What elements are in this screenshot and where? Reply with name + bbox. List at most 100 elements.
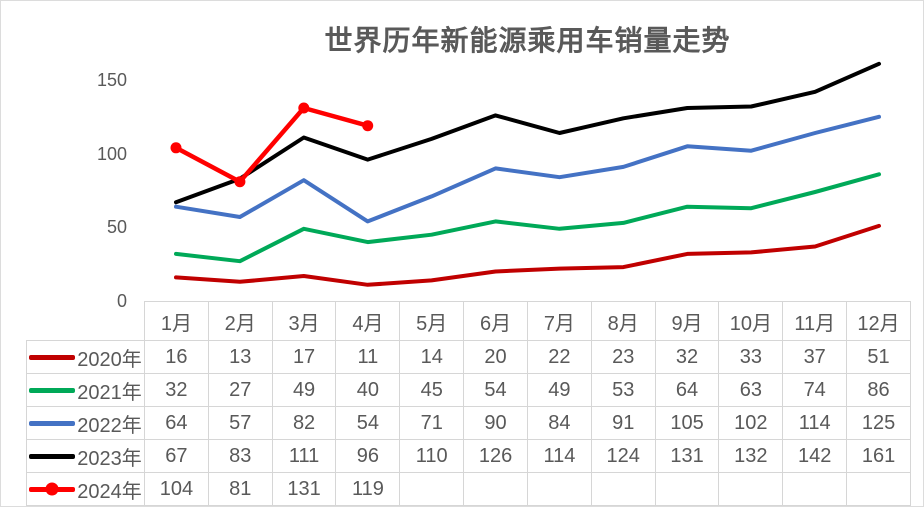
- month-header-cell: 3月: [271, 301, 337, 341]
- month-header-cell: 6月: [463, 301, 528, 341]
- table-value-cell: [782, 472, 848, 506]
- table-value-cell: 111: [271, 439, 337, 473]
- table-value-cell: 96: [335, 439, 401, 473]
- table-value-cell: [846, 472, 911, 506]
- table-value-cell: 53: [590, 373, 656, 407]
- month-header-cell: 1月: [144, 301, 209, 341]
- table-value-cell: [463, 472, 528, 506]
- month-header-cell: 12月: [846, 301, 911, 341]
- table-value-cell: [399, 472, 465, 506]
- table-value-cell: 74: [782, 373, 848, 407]
- table-value-cell: 20: [463, 340, 528, 374]
- month-header-cell: 7月: [526, 301, 592, 341]
- table-value-cell: 32: [654, 340, 720, 374]
- y-axis-tick-label: 100: [96, 143, 127, 164]
- table-value-cell: 161: [846, 439, 911, 473]
- table-value-cell: 114: [526, 439, 592, 473]
- table-value-cell: [654, 472, 720, 506]
- legend-swatch: [29, 354, 76, 360]
- table-row: 2023年 67 83 111 96 110 126 114 124 131 132 142 161: [26, 439, 911, 473]
- table-value-cell: [718, 472, 784, 506]
- y-axis-tick-label: 150: [96, 70, 127, 90]
- table-row: 2021年 32 27 49 40 45 54 49 53 64 63 74 86: [26, 373, 911, 407]
- table-value-cell: 64: [654, 373, 720, 407]
- data-table: 1月 2月 3月 4月 5月 6月 7月 8月 9月 10月 11月 12月 2020年 16 13 17 11…: [26, 301, 911, 506]
- table-value-cell: 124: [590, 439, 656, 473]
- data-point-marker: [298, 102, 310, 114]
- table-value-cell: 131: [271, 472, 337, 506]
- month-header-cell: 2月: [207, 301, 273, 341]
- table-value-cell: 64: [144, 406, 209, 440]
- table-value-cell: 51: [846, 340, 911, 374]
- table-value-cell: 40: [335, 373, 401, 407]
- table-value-cell: 22: [526, 340, 592, 374]
- legend-label: 2022年: [77, 414, 142, 437]
- month-header-cell: 8月: [590, 301, 656, 341]
- month-header-cell: 4月: [335, 301, 401, 341]
- table-value-cell: 63: [718, 373, 784, 407]
- series-line-2021: [174, 172, 881, 264]
- table-value-cell: [526, 472, 592, 506]
- legend-item-2021: 2021年: [26, 373, 145, 407]
- data-point-marker: [362, 120, 374, 132]
- month-header-cell: 11月: [782, 301, 848, 341]
- y-axis-tick-label: 0: [116, 291, 127, 311]
- table-value-cell: 14: [399, 340, 465, 374]
- table-value-cell: 132: [718, 439, 784, 473]
- legend-swatch: [29, 420, 76, 426]
- table-value-cell: 142: [782, 439, 848, 473]
- table-value-cell: 16: [144, 340, 209, 374]
- legend-item-2023: 2023年: [26, 439, 145, 473]
- table-value-cell: 126: [463, 439, 528, 473]
- data-point-marker: [170, 142, 182, 154]
- table-value-cell: 11: [335, 340, 401, 374]
- table-value-cell: 57: [207, 406, 273, 440]
- legend-marker-dot-icon: [45, 482, 59, 496]
- legend-label: 2021年: [77, 381, 142, 404]
- month-header-cell: 10月: [718, 301, 784, 341]
- table-value-cell: 27: [207, 373, 273, 407]
- series-line-2023: [174, 61, 881, 205]
- table-value-cell: 114: [782, 406, 848, 440]
- month-header-cell: 9月: [654, 301, 720, 341]
- legend-label: 2023年: [77, 447, 142, 470]
- legend-swatch: [29, 387, 76, 393]
- table-row: 2022年 64 57 82 54 71 90 84 91 105 102 114 125: [26, 406, 911, 440]
- table-value-cell: 86: [846, 373, 911, 407]
- table-value-cell: 33: [718, 340, 784, 374]
- table-value-cell: 54: [463, 373, 528, 407]
- legend-swatch: [29, 453, 76, 459]
- table-value-cell: 23: [590, 340, 656, 374]
- series-line-2020: [174, 223, 881, 287]
- table-value-cell: [590, 472, 656, 506]
- table-value-cell: 81: [207, 472, 273, 506]
- legend-item-2020: 2020年: [26, 340, 145, 374]
- series-line-2024: [173, 105, 370, 184]
- table-value-cell: 90: [463, 406, 528, 440]
- table-value-cell: 102: [718, 406, 784, 440]
- table-value-cell: 32: [144, 373, 209, 407]
- month-header-cell: 5月: [399, 301, 465, 341]
- table-value-cell: 49: [526, 373, 592, 407]
- table-value-cell: 17: [271, 340, 337, 374]
- legend-item-2024: 2024年: [26, 472, 145, 506]
- table-value-cell: 84: [526, 406, 592, 440]
- table-value-cell: 125: [846, 406, 911, 440]
- table-value-cell: 104: [144, 472, 209, 506]
- table-value-cell: 13: [207, 340, 273, 374]
- table-value-cell: 83: [207, 439, 273, 473]
- table-value-cell: 45: [399, 373, 465, 407]
- table-value-cell: 67: [144, 439, 209, 473]
- legend-label: 2020年: [77, 348, 142, 371]
- legend-label: 2024年: [77, 480, 142, 503]
- table-value-cell: 54: [335, 406, 401, 440]
- table-value-cell: 105: [654, 406, 720, 440]
- chart-title: 世界历年新能源乘用车销量走势: [324, 25, 731, 56]
- table-row: 2020年 16 13 17 11 14 20 22 23 32 33 37 51: [26, 340, 911, 374]
- table-value-cell: 110: [399, 439, 465, 473]
- table-value-cell: 82: [271, 406, 337, 440]
- table-value-cell: 119: [335, 472, 401, 506]
- table-value-cell: 91: [590, 406, 656, 440]
- table-value-cell: 71: [399, 406, 465, 440]
